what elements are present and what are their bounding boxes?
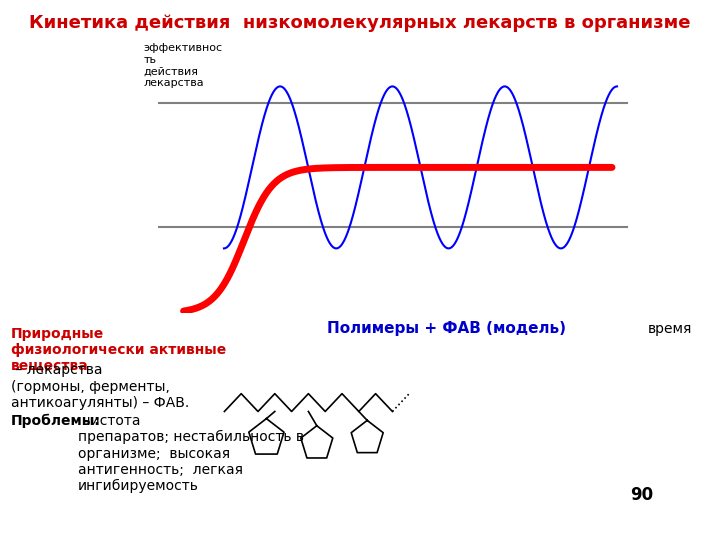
- Text: чистота
препаратов; нестабильность в
организме;  высокая
антигенность;  легкая
и: чистота препаратов; нестабильность в орг…: [78, 414, 304, 493]
- Text: Кинетика действия  низкомолекулярных лекарств в организме: Кинетика действия низкомолекулярных лека…: [30, 14, 690, 31]
- Text: 90: 90: [630, 486, 653, 504]
- Text: Полимеры + ФАВ (модель): Полимеры + ФАВ (модель): [327, 321, 566, 336]
- Text: Проблемы:: Проблемы:: [11, 414, 101, 429]
- Text: – лекарства
(гормоны, ферменты,
антикоагулянты) – ФАВ.: – лекарства (гормоны, ферменты, антикоаг…: [11, 363, 189, 410]
- Text: эффективнос
ть
действия
лекарства: эффективнос ть действия лекарства: [143, 43, 222, 88]
- Text: время: время: [647, 322, 692, 336]
- Text: Природные
физиологически активные
вещества: Природные физиологически активные вещест…: [11, 327, 226, 373]
